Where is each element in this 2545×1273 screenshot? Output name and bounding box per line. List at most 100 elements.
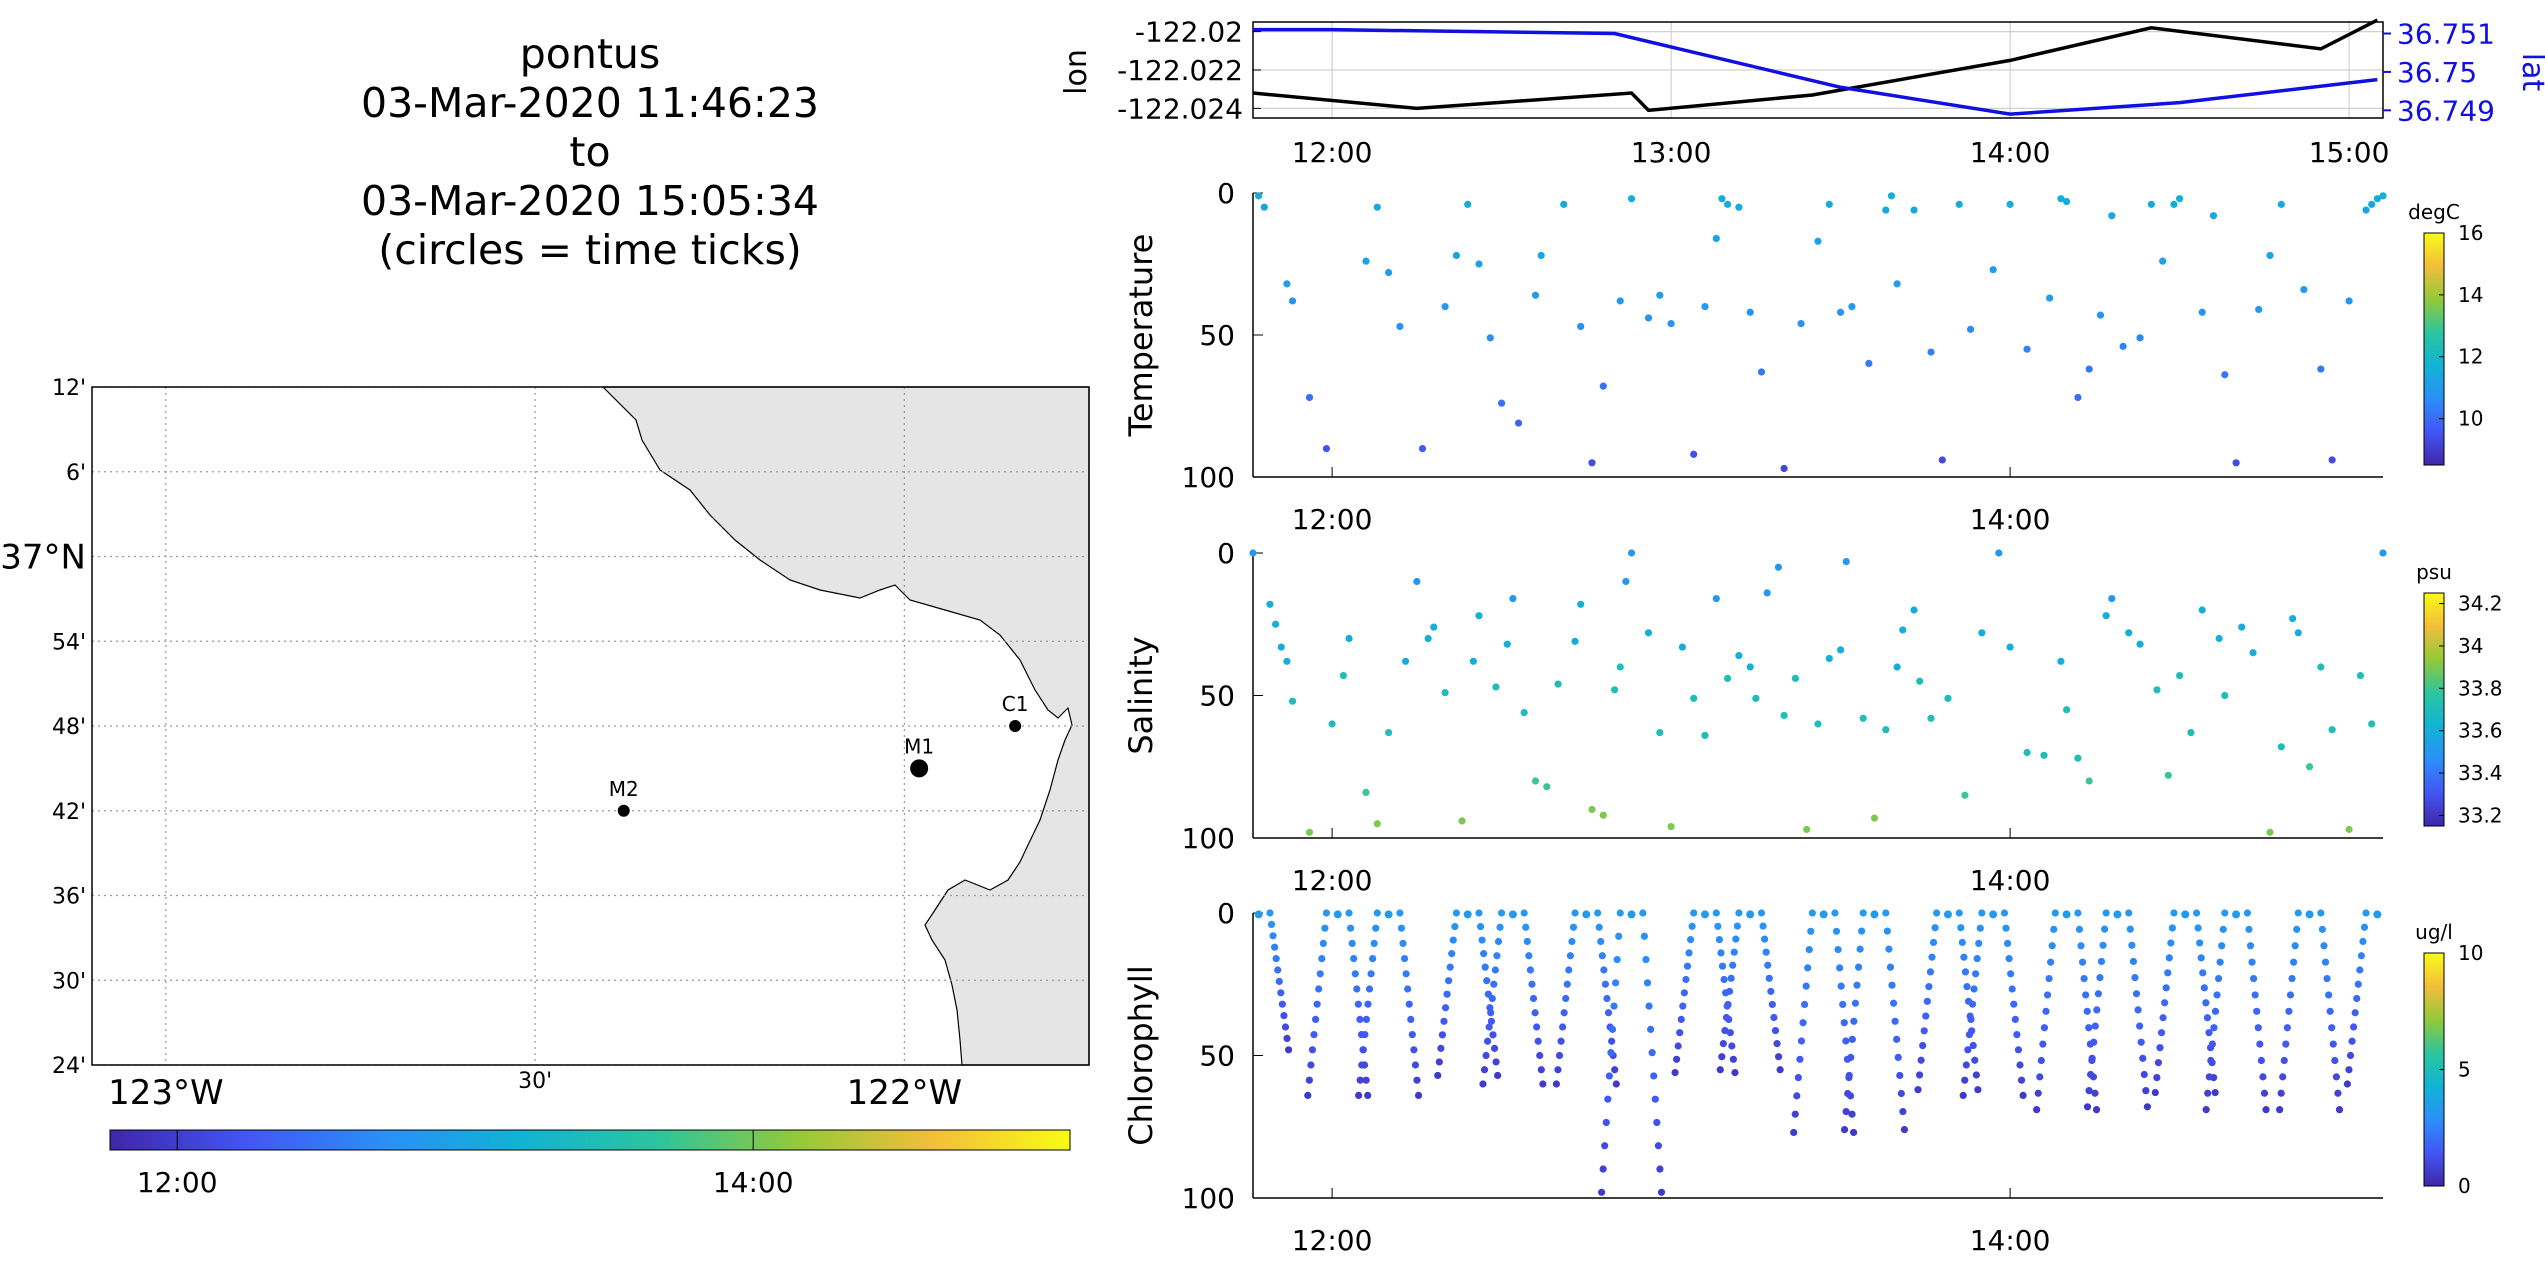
data-point <box>1281 1023 1290 1031</box>
data-point <box>1443 990 1451 998</box>
data-point <box>2192 909 2201 917</box>
data-point <box>1752 694 1760 702</box>
data-point <box>1917 1056 1925 1064</box>
data-point <box>1503 640 1511 648</box>
data-point <box>1837 982 1845 990</box>
data-point <box>2351 1009 2359 1017</box>
data-point <box>1790 1128 1798 1137</box>
data-point <box>2010 1000 2018 1008</box>
data-point <box>1712 595 1720 603</box>
data-point <box>2211 1007 2220 1015</box>
data-point <box>2162 984 2170 992</box>
map-lat-label: 30' <box>52 969 86 994</box>
data-point <box>1728 1042 1736 1050</box>
data-point <box>2256 1040 2264 1048</box>
data-point <box>1430 623 1438 631</box>
data-point <box>1894 1053 1902 1061</box>
data-point <box>1571 909 1579 917</box>
data-point <box>2286 991 2295 999</box>
data-point <box>1910 206 1918 214</box>
data-point <box>2249 649 2257 657</box>
data-point <box>1858 927 1866 935</box>
data-point <box>2097 957 2106 966</box>
data-point <box>2085 1087 2093 1095</box>
data-point <box>1627 549 1636 557</box>
data-point <box>1674 1042 1682 1050</box>
data-point <box>1304 1091 1312 1099</box>
data-point <box>1347 924 1355 932</box>
data-point <box>1602 1118 1610 1127</box>
data-point <box>2219 925 2227 933</box>
data-point <box>2288 974 2296 983</box>
data-point <box>1616 663 1624 671</box>
data-point <box>2074 754 2082 762</box>
data-point <box>1896 1071 1904 1080</box>
data-point <box>1278 1000 1286 1008</box>
data-point <box>1840 1019 1848 1027</box>
data-point <box>1690 694 1698 702</box>
data-point <box>1372 924 1380 932</box>
data-point <box>2294 909 2302 917</box>
data-point <box>1973 955 1981 963</box>
data-point <box>2280 1056 2288 1065</box>
data-point <box>2100 925 2109 933</box>
data-point <box>1266 909 1274 917</box>
data-point <box>2159 1014 2167 1022</box>
data-point <box>1859 909 1867 917</box>
data-point <box>2005 955 2013 963</box>
data-point <box>2253 1007 2261 1015</box>
data-point <box>1612 1080 1620 1088</box>
data-point <box>2202 999 2210 1007</box>
data-point <box>1288 297 1297 305</box>
data-point <box>1529 994 1538 1003</box>
data-point <box>1834 945 1842 954</box>
data-point <box>2077 942 2085 950</box>
data-point <box>1802 982 1810 990</box>
data-point <box>1972 970 1980 978</box>
colorbar-units: psu <box>2416 560 2452 584</box>
data-point <box>2254 1024 2262 1032</box>
data-point <box>1407 1015 1415 1024</box>
data-point <box>1640 932 1649 940</box>
data-point <box>2325 991 2333 999</box>
data-point <box>2057 657 2065 665</box>
data-point <box>1367 970 1375 978</box>
data-point <box>1475 260 1483 268</box>
data-point <box>2218 942 2226 950</box>
data-point <box>2214 974 2223 983</box>
data-point <box>2113 910 2122 919</box>
data-point <box>2279 1073 2287 1081</box>
data-point <box>1373 909 1381 917</box>
colorbar-tick-label: 34 <box>2458 634 2483 658</box>
data-point <box>1926 968 1935 976</box>
map-lat-label: 37°N <box>0 538 86 578</box>
data-point <box>2194 924 2202 932</box>
depth-tick-label: 100 <box>1182 1182 1235 1215</box>
data-point <box>1893 663 1901 671</box>
data-point <box>1610 1002 1618 1010</box>
data-point <box>2362 909 2370 917</box>
data-point <box>2353 994 2361 1003</box>
data-point <box>2156 1044 2164 1052</box>
data-point <box>1847 1053 1855 1061</box>
data-point <box>2142 1087 2150 1095</box>
title-note: (circles = time ticks) <box>378 226 802 274</box>
data-point <box>1599 811 1607 819</box>
data-point <box>2094 990 2102 998</box>
data-point <box>1849 1128 1858 1137</box>
map-lat-label: 54' <box>52 630 86 655</box>
data-point <box>2129 957 2138 966</box>
data-point <box>1837 308 1845 316</box>
data-point <box>1848 1110 1856 1118</box>
data-point <box>2328 1024 2336 1032</box>
time-colorbar-ticks: 12:00 14:00 <box>137 1130 794 1199</box>
data-point <box>2002 924 2010 932</box>
data-point <box>1944 694 1952 702</box>
data-point <box>2211 1088 2219 1097</box>
data-point <box>1724 674 1732 683</box>
data-point <box>1277 643 1285 651</box>
data-point <box>1733 922 1741 930</box>
data-point <box>1854 963 1863 971</box>
data-point <box>1531 1009 1539 1017</box>
